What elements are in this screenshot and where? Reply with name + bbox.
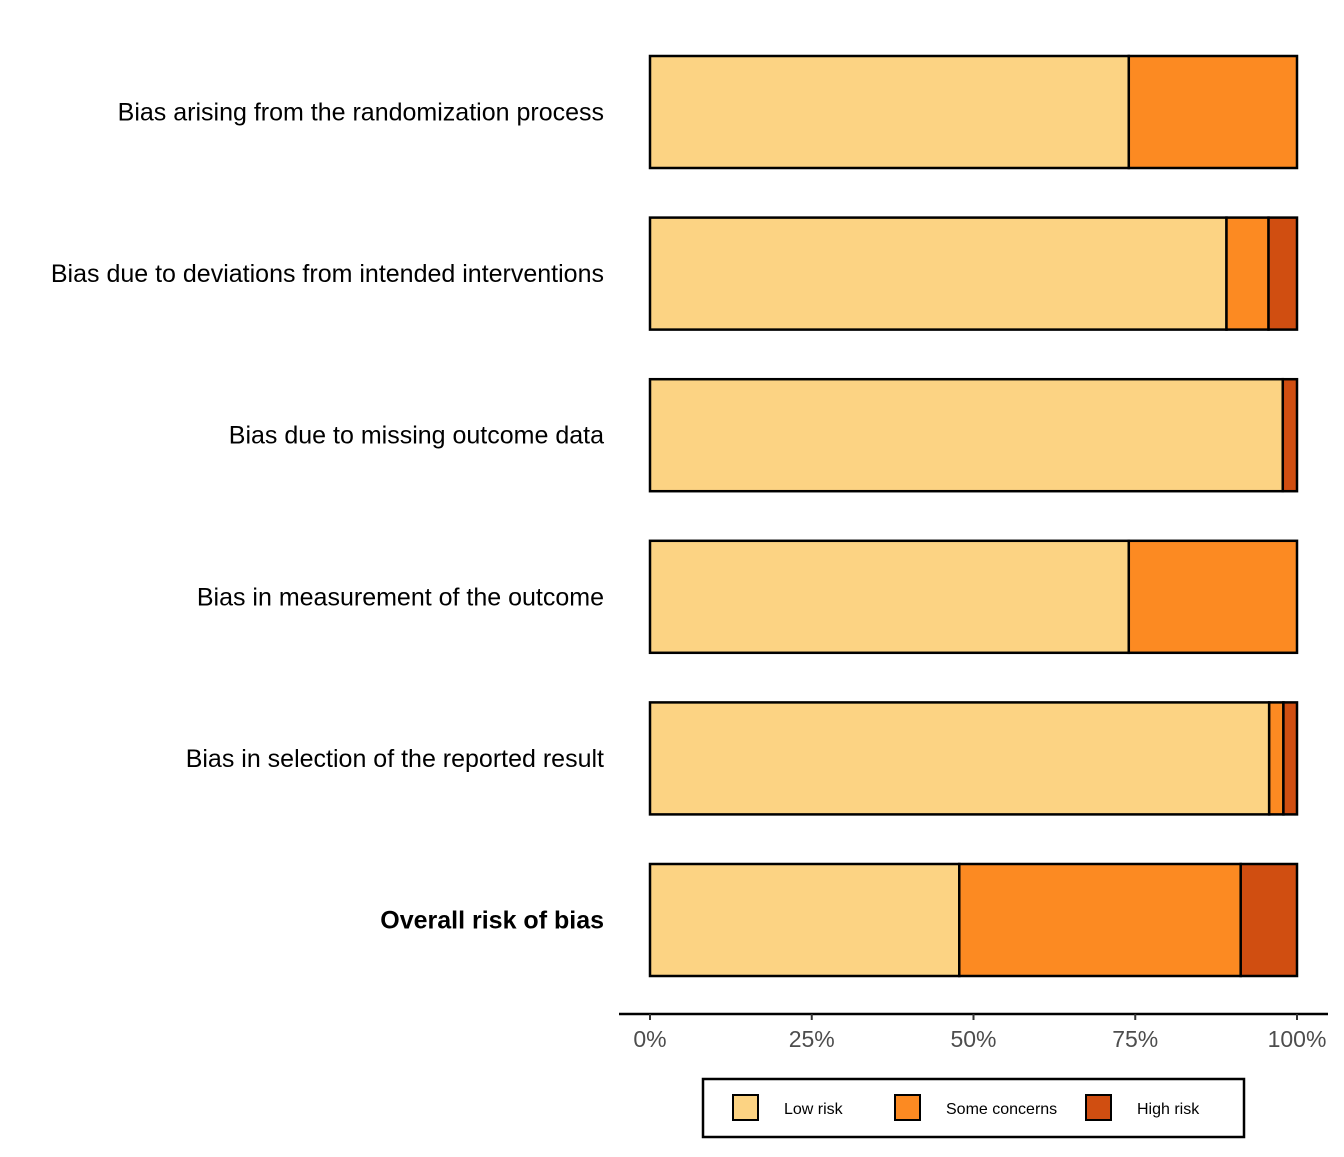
bar-some-concerns-1 [1127, 54, 1299, 170]
x-tick-label-3: 50% [950, 1026, 996, 1052]
bar-high-risk-5 [1282, 701, 1299, 816]
bar-high-risk-3 [1281, 377, 1299, 493]
bars-group [648, 54, 1299, 978]
category-labels: Bias arising from the randomization proc… [51, 99, 604, 935]
category-label-6: Overall risk of bias [380, 907, 604, 935]
legend-key-high-risk [1085, 1094, 1112, 1121]
bar-some-concerns-6 [958, 862, 1242, 978]
category-label-4: Bias in measurement of the outcome [197, 583, 604, 611]
category-label-5: Bias in selection of the reported result [186, 745, 604, 773]
legend-key-low-risk [732, 1094, 759, 1121]
legend-label-high-risk: High risk [1137, 1101, 1200, 1118]
bar-low-risk-6 [648, 862, 961, 978]
bar-low-risk-2 [648, 216, 1228, 331]
legend: Low risk Some concerns High risk [701, 1077, 1246, 1139]
legend-label-some-concerns: Some concerns [946, 1101, 1057, 1118]
legend-key-some-concerns [894, 1094, 921, 1121]
legend-label-low-risk: Low risk [784, 1101, 844, 1118]
x-axis: 0% 25% 50% 75% 100% [619, 1012, 1328, 1052]
x-tick-label-4: 75% [1112, 1026, 1158, 1052]
bar-low-risk-4 [648, 539, 1131, 655]
bar-some-concerns-2 [1225, 216, 1270, 331]
bar-low-risk-5 [648, 701, 1271, 816]
bar-some-concerns-5 [1267, 701, 1285, 816]
x-tick-label-2: 25% [789, 1026, 835, 1052]
category-label-2: Bias due to deviations from intended int… [51, 260, 604, 288]
x-tick-label-5: 100% [1268, 1026, 1327, 1052]
bar-some-concerns-4 [1127, 539, 1299, 655]
bar-low-risk-1 [648, 54, 1131, 170]
category-label-1: Bias arising from the randomization proc… [118, 99, 604, 127]
bar-low-risk-3 [648, 377, 1285, 493]
legend-box [701, 1077, 1246, 1139]
bar-high-risk-6 [1239, 862, 1299, 978]
category-label-3: Bias due to missing outcome data [229, 422, 604, 450]
bar-high-risk-2 [1267, 216, 1299, 331]
x-tick-label-1: 0% [633, 1026, 666, 1052]
